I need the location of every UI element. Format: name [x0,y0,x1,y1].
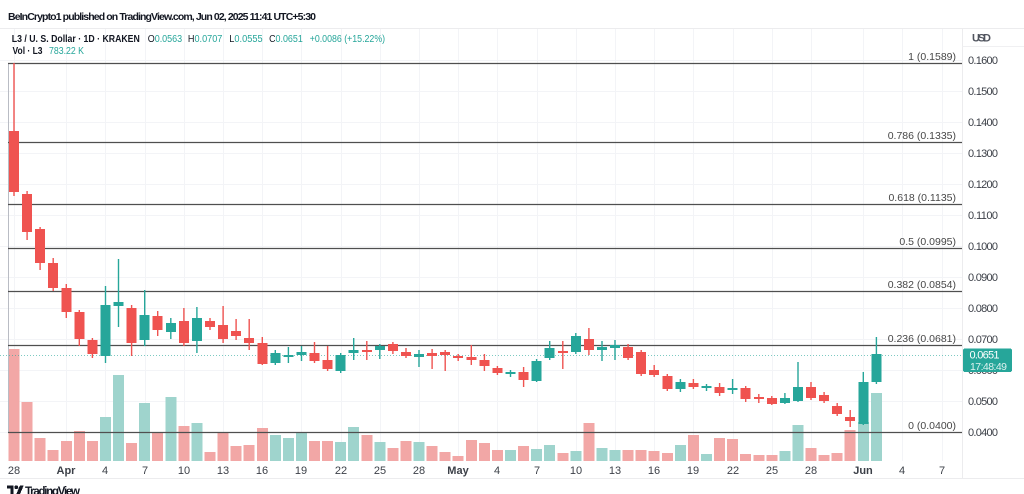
svg-text:Jun: Jun [853,465,873,477]
svg-text:USD: USD [972,33,991,45]
svg-text:O0.0563: O0.0563 [148,34,183,45]
svg-text:0.1200: 0.1200 [968,179,998,191]
svg-text:0.1100: 0.1100 [968,210,998,222]
svg-text:Apr: Apr [57,465,77,477]
svg-text:19: 19 [295,465,307,477]
svg-text:0.786 (0.1335): 0.786 (0.1335) [888,130,956,142]
svg-text:0.1300: 0.1300 [968,148,998,160]
svg-text:1 (0.1589): 1 (0.1589) [908,51,956,63]
svg-text:0.236 (0.0681): 0.236 (0.0681) [888,333,956,345]
svg-text:0.0500: 0.0500 [968,396,998,408]
svg-text:BeInCrypto1 published on Tradi: BeInCrypto1 published on TradingView.com… [8,11,316,23]
svg-text:+0.0086 (+15.22%): +0.0086 (+15.22%) [310,34,385,45]
svg-text:783.22 K: 783.22 K [49,46,84,57]
svg-text:28: 28 [8,465,20,477]
svg-text:17:48:49: 17:48:49 [970,361,1007,373]
svg-text:0.382 (0.0854): 0.382 (0.0854) [888,279,956,291]
svg-text:0.1500: 0.1500 [968,86,998,98]
svg-text:L3 / U. S. Dollar · 1D · KRAKE: L3 / U. S. Dollar · 1D · KRAKEN [12,34,140,45]
svg-text:0.1400: 0.1400 [968,117,998,129]
svg-text:0.0800: 0.0800 [968,303,998,315]
svg-text:4: 4 [102,465,108,477]
svg-text:TradingView: TradingView [25,486,80,494]
svg-text:0.1600: 0.1600 [968,55,998,67]
svg-text:25: 25 [374,465,386,477]
svg-text:Vol · L3: Vol · L3 [13,46,43,57]
svg-text:0.5 (0.0995): 0.5 (0.0995) [899,236,956,248]
svg-text:16: 16 [256,465,268,477]
svg-text:0.0651: 0.0651 [970,350,1000,362]
svg-text:10: 10 [178,465,190,477]
svg-text:7: 7 [939,465,945,477]
svg-text:0.618 (0.1135): 0.618 (0.1135) [888,192,956,204]
svg-text:7: 7 [534,465,540,477]
svg-text:4: 4 [494,465,500,477]
svg-text:22: 22 [727,465,739,477]
svg-text:16: 16 [648,465,660,477]
svg-text:7: 7 [142,465,148,477]
svg-text:13: 13 [217,465,229,477]
svg-text:0.0700: 0.0700 [968,334,998,346]
svg-text:28: 28 [805,465,817,477]
svg-text:19: 19 [687,465,699,477]
svg-text:H0.0707: H0.0707 [188,34,223,45]
svg-text:10: 10 [570,465,582,477]
svg-text:0.1000: 0.1000 [968,241,998,253]
svg-text:28: 28 [413,465,425,477]
svg-text:C0.0651: C0.0651 [269,34,303,45]
svg-text:13: 13 [609,465,621,477]
svg-text:22: 22 [335,465,347,477]
svg-text:0 (0.0400): 0 (0.0400) [908,420,956,432]
svg-text:25: 25 [766,465,778,477]
svg-text:0.0900: 0.0900 [968,272,998,284]
svg-text:L0.0555: L0.0555 [229,34,263,45]
svg-text:May: May [447,465,469,477]
svg-text:0.0400: 0.0400 [968,427,998,439]
svg-text:4: 4 [899,465,905,477]
